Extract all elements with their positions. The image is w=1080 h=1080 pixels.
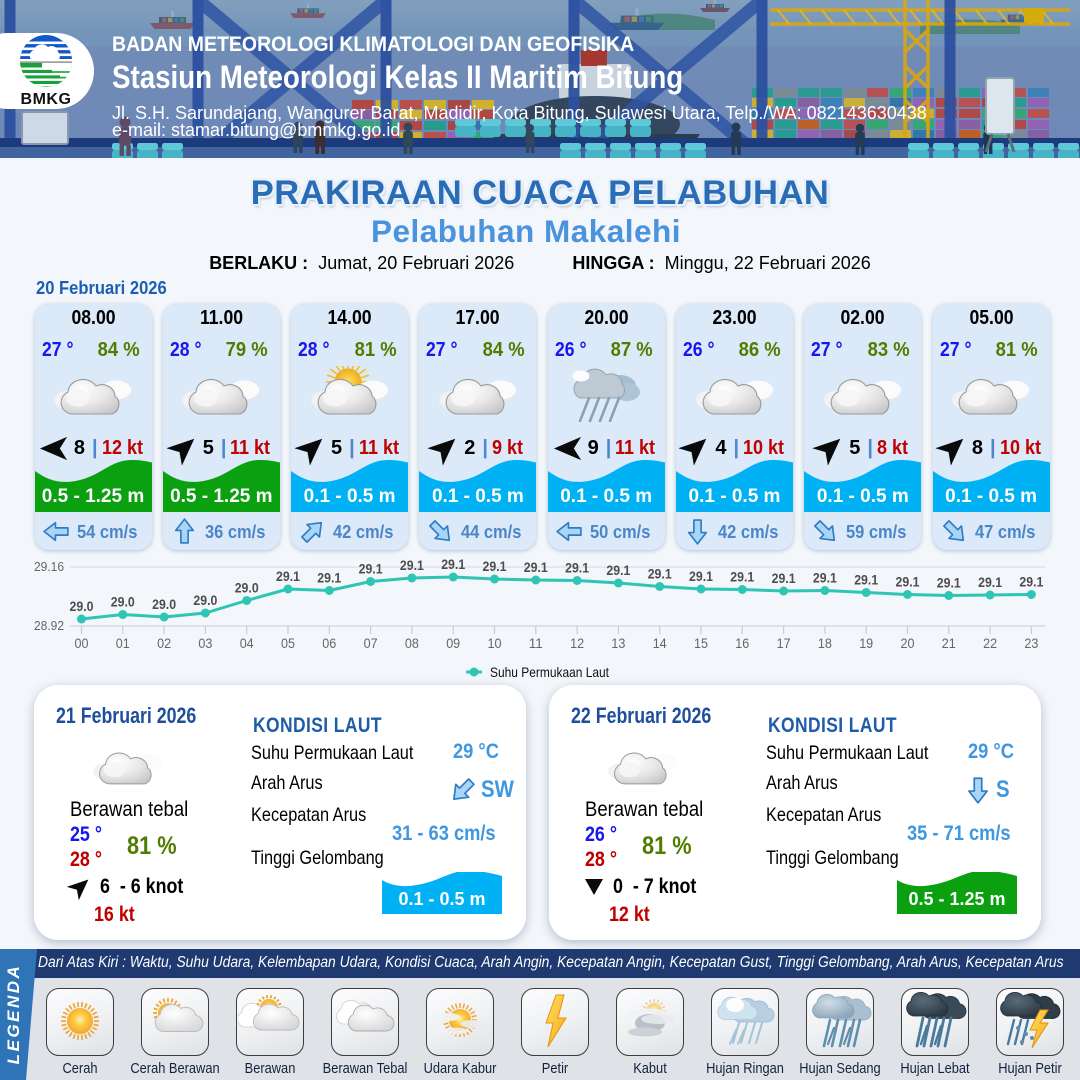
- svg-text:09: 09: [446, 636, 460, 651]
- svg-text:04: 04: [240, 636, 254, 651]
- svg-text:BMKG: BMKG: [21, 91, 72, 108]
- svg-text:21: 21: [942, 636, 956, 651]
- svg-text:17: 17: [777, 636, 791, 651]
- svg-text:15: 15: [694, 636, 708, 651]
- svg-text:29.1: 29.1: [524, 560, 548, 575]
- svg-text:28.92: 28.92: [34, 619, 64, 633]
- svg-text:07: 07: [364, 636, 378, 651]
- svg-text:16: 16: [735, 636, 749, 651]
- svg-text:29.1: 29.1: [937, 576, 961, 591]
- svg-text:29.1: 29.1: [689, 569, 713, 584]
- svg-text:22: 22: [983, 636, 997, 651]
- svg-text:29.1: 29.1: [772, 571, 796, 586]
- svg-text:29.16: 29.16: [34, 560, 64, 574]
- svg-text:29.1: 29.1: [317, 571, 341, 586]
- svg-text:29.1: 29.1: [813, 571, 837, 586]
- svg-text:13: 13: [611, 636, 625, 651]
- svg-text:29.1: 29.1: [606, 563, 630, 578]
- svg-text:18: 18: [818, 636, 832, 651]
- svg-text:29.1: 29.1: [400, 558, 424, 573]
- svg-text:29.1: 29.1: [978, 575, 1002, 590]
- svg-text:23: 23: [1024, 636, 1038, 651]
- svg-text:12: 12: [570, 636, 584, 651]
- svg-text:29.0: 29.0: [193, 593, 217, 608]
- svg-text:05: 05: [281, 636, 295, 651]
- svg-text:20: 20: [901, 636, 915, 651]
- svg-text:06: 06: [322, 636, 336, 651]
- svg-text:Suhu Permukaan Laut: Suhu Permukaan Laut: [490, 664, 609, 680]
- svg-text:29.1: 29.1: [648, 567, 672, 582]
- svg-text:29.1: 29.1: [276, 569, 300, 584]
- svg-text:10: 10: [488, 636, 502, 651]
- svg-text:29.0: 29.0: [111, 595, 135, 610]
- svg-text:00: 00: [75, 636, 89, 651]
- svg-text:01: 01: [116, 636, 130, 651]
- svg-text:02: 02: [157, 636, 171, 651]
- svg-text:29.1: 29.1: [1019, 575, 1043, 590]
- svg-text:29.1: 29.1: [730, 570, 754, 585]
- svg-text:29.1: 29.1: [359, 562, 383, 577]
- svg-text:14: 14: [653, 636, 667, 651]
- svg-text:19: 19: [859, 636, 873, 651]
- svg-text:29.0: 29.0: [70, 599, 94, 614]
- svg-text:29.0: 29.0: [152, 597, 176, 612]
- svg-text:29.0: 29.0: [235, 581, 259, 596]
- svg-text:29.1: 29.1: [441, 557, 465, 572]
- svg-text:29.1: 29.1: [896, 575, 920, 590]
- svg-text:11: 11: [529, 636, 543, 651]
- svg-text:03: 03: [198, 636, 212, 651]
- svg-text:29.1: 29.1: [854, 573, 878, 588]
- svg-text:29.1: 29.1: [565, 561, 589, 576]
- svg-text:29.1: 29.1: [483, 559, 507, 574]
- svg-text:08: 08: [405, 636, 419, 651]
